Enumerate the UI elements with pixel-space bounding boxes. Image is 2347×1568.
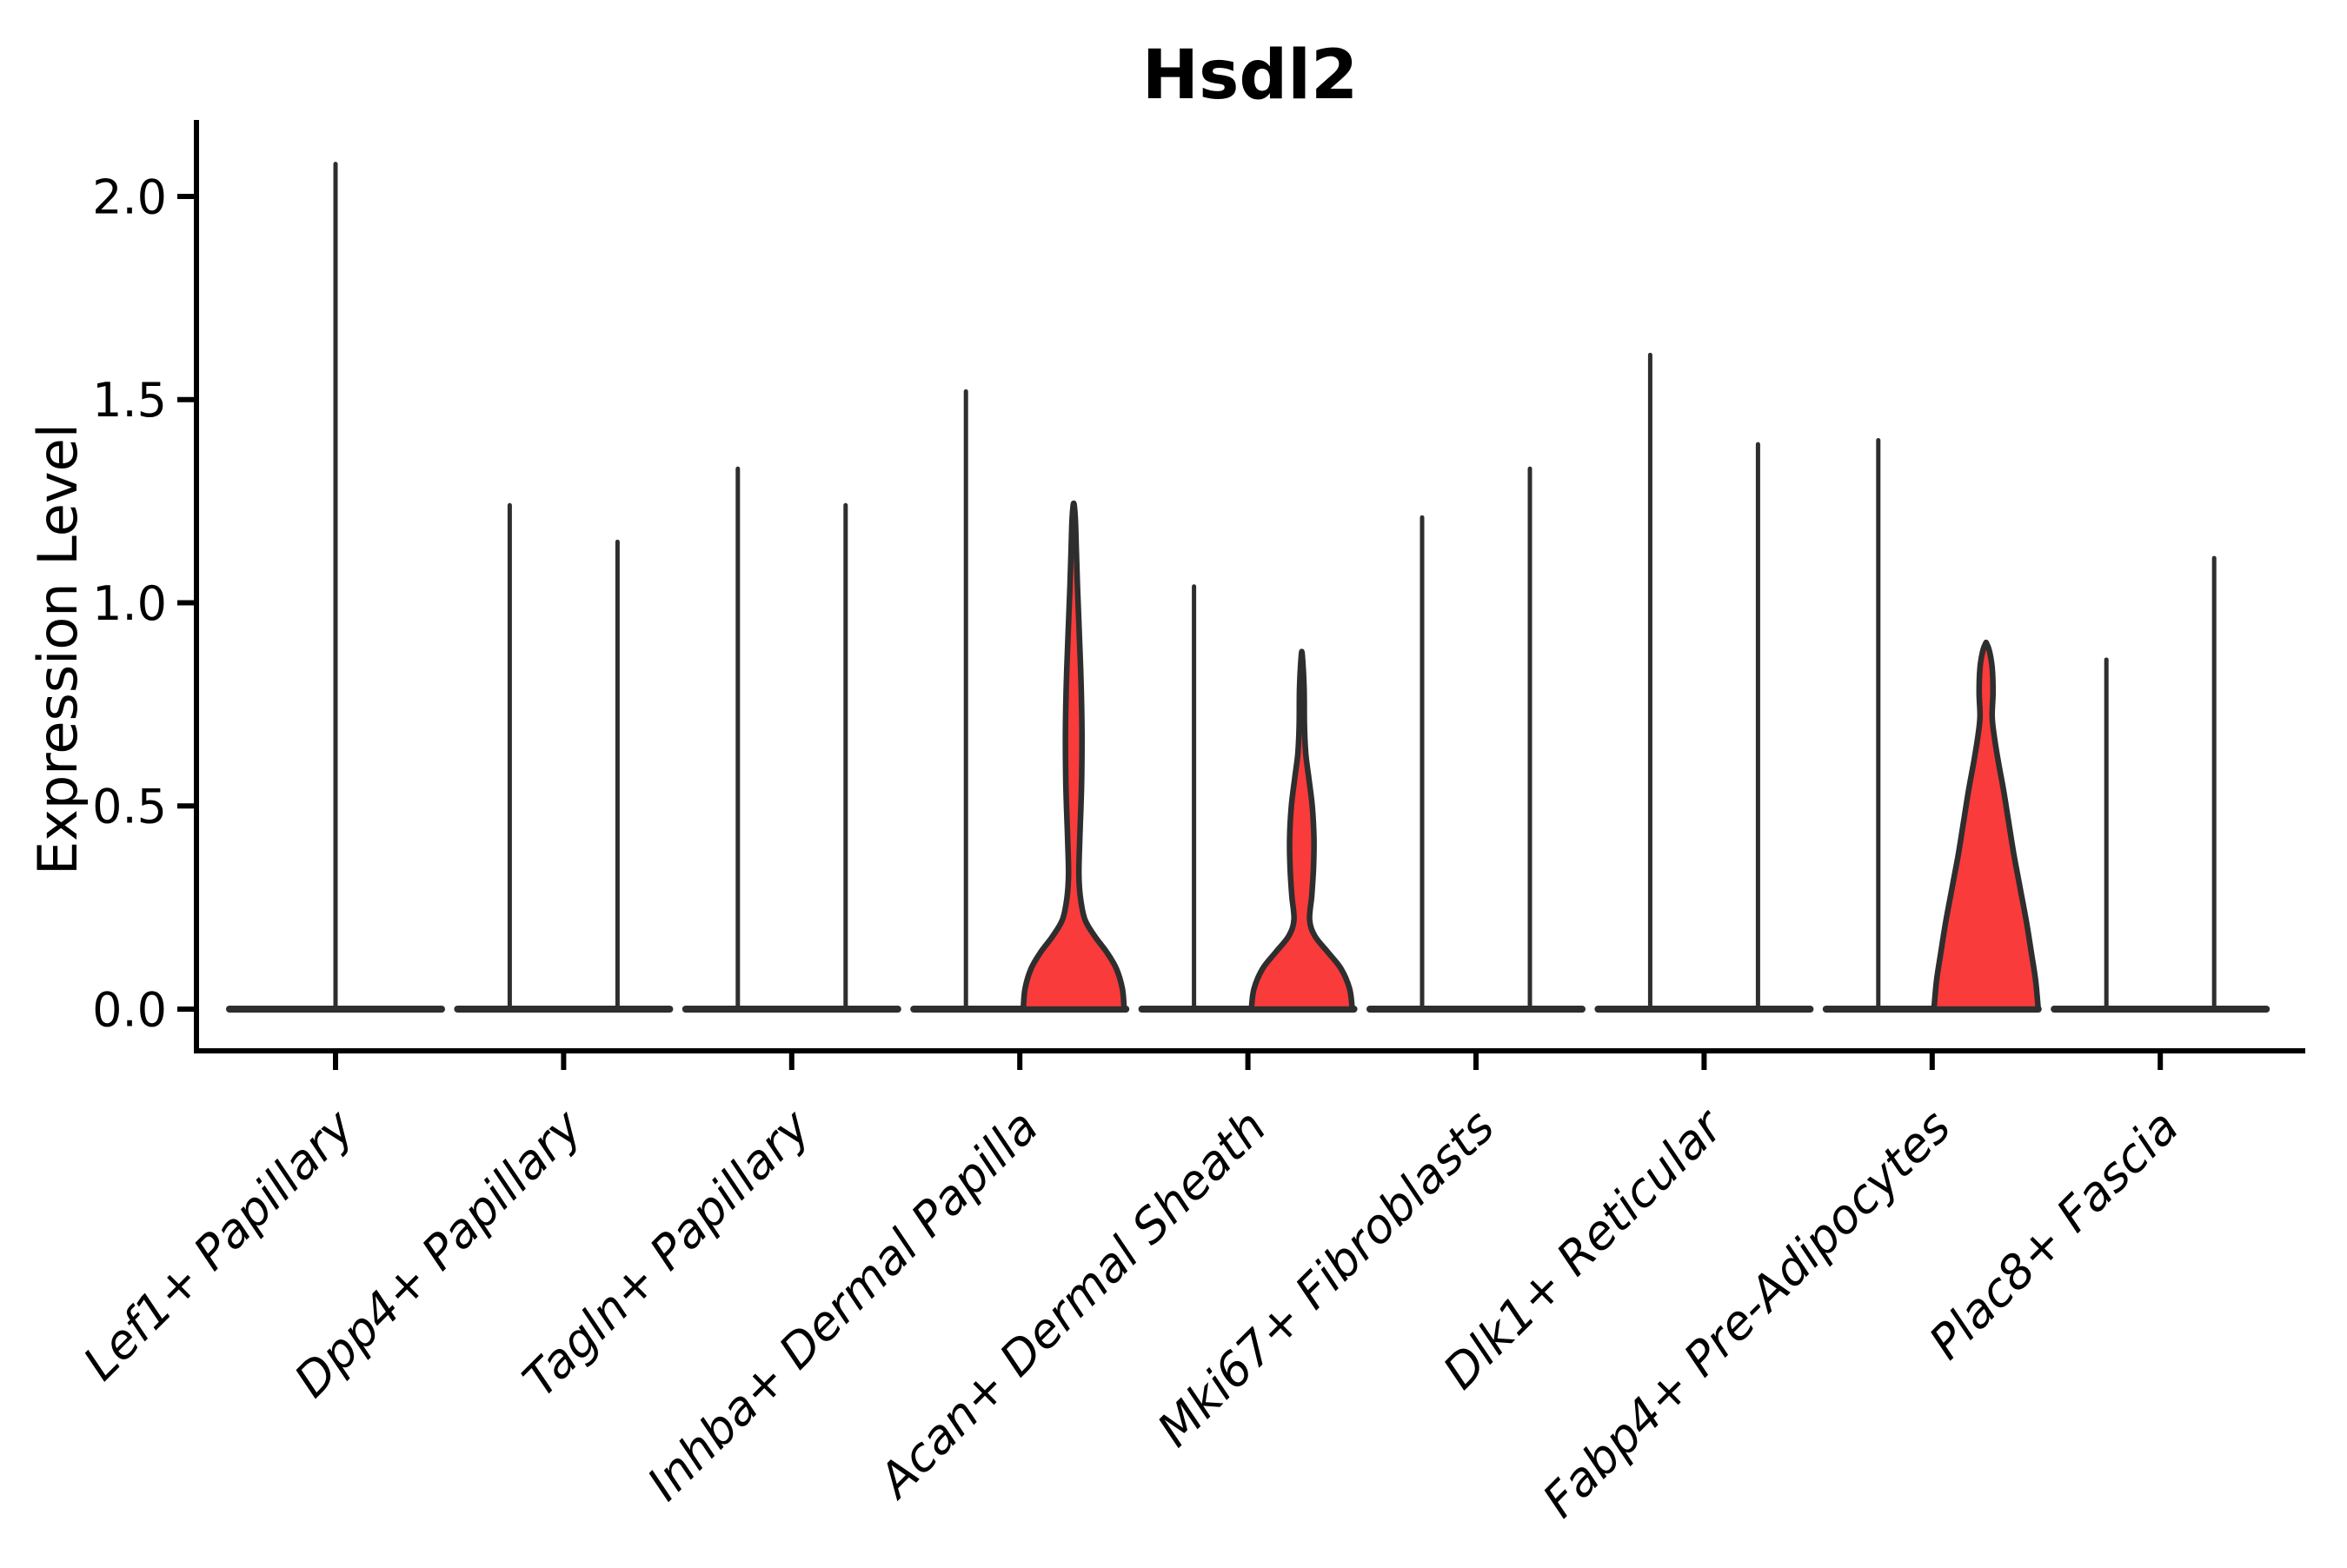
violins <box>226 162 2271 1013</box>
violin-body-filled <box>1248 648 1355 1013</box>
y-tick-label: 1.0 <box>92 576 167 631</box>
y-tick-label: 2.0 <box>92 169 167 224</box>
plot-title: Hsdl2 <box>1142 37 1359 115</box>
y-tick-label: 0.0 <box>92 982 167 1037</box>
y-axis-ticks: 0.0 0.5 1.0 1.5 2.0 <box>92 169 196 1037</box>
violin-body-filled <box>1020 500 1127 1013</box>
y-tick-label: 1.5 <box>92 373 167 428</box>
y-axis-label: Expression Level <box>26 423 90 875</box>
y-tick-label: 0.5 <box>92 780 167 834</box>
x-tick-label: Inhba+ Dermal Papilla <box>637 1100 1049 1512</box>
x-tick-label: Acan+ Dermal Sheath <box>867 1100 1277 1510</box>
violin-body-filled <box>1931 639 2042 1013</box>
x-tick-label: Fabp4+ Pre-Adipocytes <box>1533 1100 1961 1528</box>
